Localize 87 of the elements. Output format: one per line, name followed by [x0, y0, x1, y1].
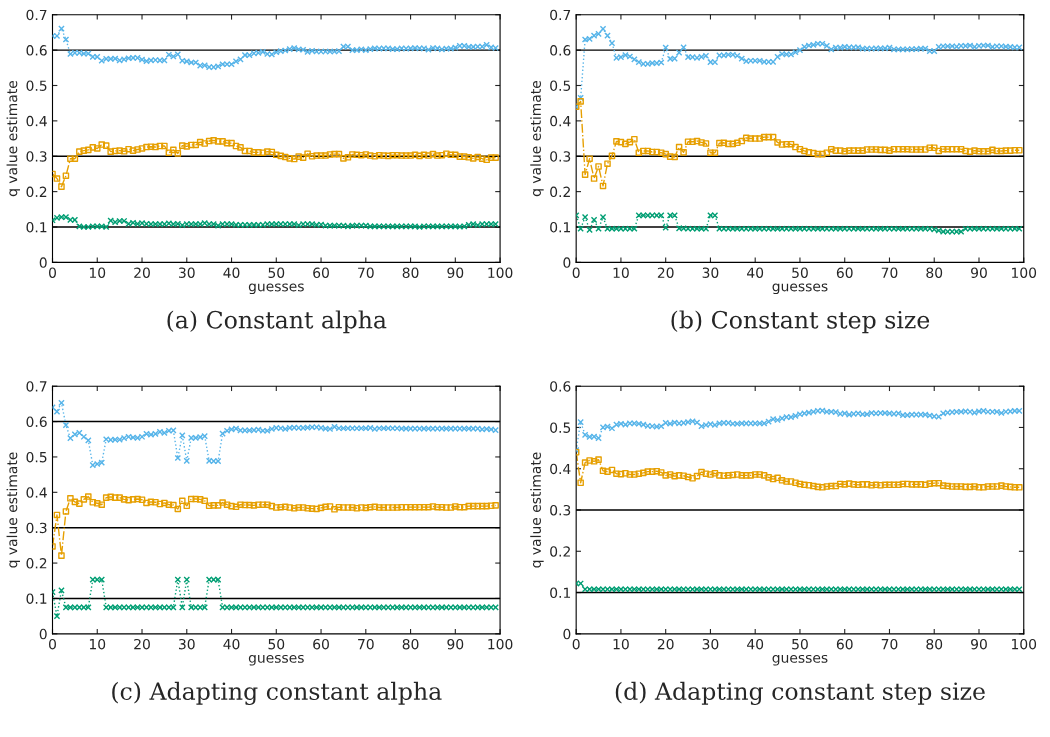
x-tick-label: 30	[702, 638, 719, 650]
x-tick-label: 80	[402, 638, 419, 650]
y-tick-label: 0.6	[26, 45, 47, 56]
x-tick-label: 0	[572, 267, 580, 278]
x-tick-label: 60	[836, 638, 853, 650]
x-tick-label: 0	[572, 638, 580, 650]
y-tick-label: 0.4	[550, 115, 571, 127]
y-tick-label: 0.1	[550, 587, 571, 599]
x-axis-title: guesses	[248, 283, 304, 295]
x-tick-label: 80	[926, 638, 943, 650]
x-tick-label: 80	[926, 267, 943, 278]
y-tick-label: 0.6	[550, 381, 571, 392]
x-tick-label: 40	[223, 267, 240, 278]
x-tick-label: 70	[358, 267, 374, 278]
x-tick-label: 70	[881, 267, 898, 278]
x-tick-label: 90	[447, 267, 464, 278]
text: (a) Constant alpha	[167, 310, 387, 334]
x-tick-label: 70	[881, 638, 898, 650]
x-tick-label: 30	[702, 267, 719, 278]
y-tick-label: 0.6	[26, 416, 47, 428]
text: (d) Adapting constant step size	[615, 681, 985, 706]
x-axis-title: guesses	[772, 283, 828, 295]
y-tick-label: 0.3	[550, 151, 571, 162]
x-tick-label: 40	[223, 638, 240, 650]
x-tick-label: 40	[747, 638, 764, 650]
x-tick-label: 60	[313, 638, 329, 650]
y-tick-label: 0.1	[26, 593, 47, 604]
y-tick-label: 0.4	[26, 115, 47, 127]
x-tick-label: 10	[89, 638, 106, 650]
x-tick-label: 50	[268, 638, 285, 650]
y-tick-label: 0	[39, 257, 47, 268]
y-tick-label: 0.7	[26, 9, 47, 21]
y-tick-label: 0.3	[550, 504, 571, 516]
y-tick-label: 0.2	[26, 186, 47, 198]
x-tick-label: 10	[89, 267, 106, 278]
x-tick-label: 60	[836, 267, 853, 278]
x-tick-label: 100	[488, 267, 513, 278]
x-tick-label: 50	[792, 638, 808, 650]
y-tick-label: 0.2	[550, 186, 570, 198]
x-tick-label: 20	[657, 267, 674, 278]
x-tick-label: 50	[792, 267, 808, 278]
x-tick-label: 30	[179, 267, 195, 278]
y-tick-label: 0.7	[550, 9, 571, 21]
y-axis-title: q value estimate	[530, 452, 544, 568]
x-axis-title: guesses	[772, 654, 828, 666]
x-tick-label: 90	[447, 638, 464, 650]
y-tick-label: 0.1	[26, 221, 47, 233]
x-tick-label: 40	[747, 267, 764, 278]
text: (b) Constant step size	[671, 310, 930, 334]
y-tick-label: 0.5	[550, 80, 571, 91]
y-tick-label: 0.4	[26, 487, 47, 498]
x-tick-label: 90	[971, 638, 987, 650]
y-tick-label: 0	[563, 257, 571, 268]
x-tick-label: 30	[179, 638, 195, 650]
y-tick-label: 0.4	[550, 463, 571, 475]
x-tick-label: 100	[1012, 638, 1037, 650]
x-tick-label: 20	[134, 638, 150, 650]
x-tick-label: 50	[268, 267, 285, 278]
y-tick-label: 0	[39, 628, 47, 640]
x-tick-label: 20	[134, 267, 150, 278]
y-axis-title: q value estimate	[6, 452, 20, 568]
y-tick-label: 0.1	[550, 221, 571, 233]
y-tick-label: 0.5	[26, 451, 47, 463]
y-axis-title: q value estimate	[6, 80, 20, 197]
x-tick-label: 70	[358, 638, 374, 650]
x-tick-label: 0	[49, 267, 56, 278]
text: (c) Adapting constant alpha	[112, 681, 442, 706]
y-tick-label: 0.3	[26, 522, 47, 534]
y-tick-label: 0	[563, 628, 571, 640]
x-tick-label: 90	[971, 267, 987, 278]
x-tick-label: 0	[49, 638, 56, 650]
y-tick-label: 0.2	[550, 546, 570, 557]
y-tick-label: 0.3	[26, 151, 47, 162]
y-tick-label: 0.2	[26, 558, 47, 569]
x-tick-label: 80	[402, 267, 419, 278]
y-axis-title: q value estimate	[530, 80, 544, 197]
y-tick-label: 0.5	[26, 80, 47, 91]
x-tick-label: 20	[657, 638, 674, 650]
x-axis-title: guesses	[248, 654, 304, 666]
y-tick-label: 0.7	[26, 381, 47, 392]
y-tick-label: 0.6	[550, 45, 571, 56]
y-tick-label: 0.5	[550, 422, 571, 433]
x-tick-label: 60	[313, 267, 329, 278]
x-tick-label: 100	[1012, 267, 1037, 278]
x-tick-label: 100	[488, 638, 513, 650]
x-tick-label: 10	[613, 638, 629, 650]
x-tick-label: 10	[613, 267, 629, 278]
